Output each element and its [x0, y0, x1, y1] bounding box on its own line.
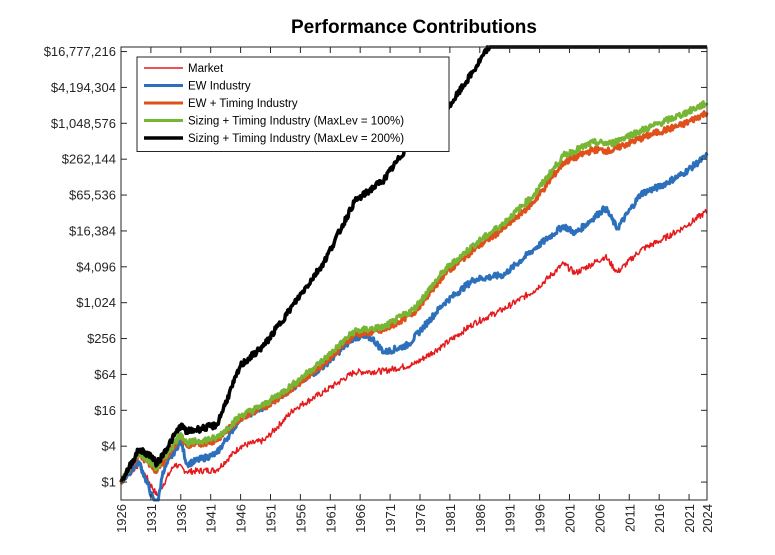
x-tick-label: 2006: [592, 504, 607, 533]
y-tick-label: $16: [94, 403, 116, 418]
x-tick-label: 1931: [144, 504, 159, 533]
legend-entry-label: Sizing + Timing Industry (MaxLev = 200%): [188, 133, 404, 145]
legend-entry-label: Sizing + Timing Industry (MaxLev = 100%): [188, 116, 404, 128]
y-tick-label: $1,024: [76, 295, 116, 310]
legend-entry-label: Market: [188, 63, 224, 75]
y-tick-label: $4: [102, 439, 116, 454]
series-line-1: [120, 208, 708, 497]
x-tick-label: 1981: [443, 504, 458, 533]
x-tick-label: 1951: [264, 504, 279, 533]
legend-box: [136, 56, 450, 152]
x-tick-label: 2021: [682, 504, 697, 533]
x-tick-label: 1986: [473, 504, 488, 533]
y-tick-label: $1,048,576: [51, 116, 116, 131]
x-tick-label: 1996: [533, 504, 548, 533]
x-tick-label: 1936: [174, 504, 189, 533]
y-tick-label: $4,096: [76, 259, 116, 274]
x-tick-label: 2024: [700, 504, 715, 533]
x-tick-label: 1966: [353, 504, 368, 533]
chart-title: Performance Contributions: [291, 17, 537, 38]
x-tick-label: 1956: [293, 504, 308, 533]
x-tick-label: 1941: [204, 504, 219, 533]
x-tick-label: 2011: [622, 504, 637, 532]
y-tick-label: $1: [102, 475, 116, 490]
legend-entry-label: EW Industry: [188, 81, 251, 93]
x-tick-label: 1976: [413, 504, 428, 533]
y-axis: $1 $4 $16 $64 $256 $1,024 $4,096 $16,384 $65,536…: [44, 44, 707, 490]
y-tick-label: $16,777,216: [44, 44, 116, 59]
x-tick-label: 1926: [114, 504, 129, 533]
series-line-4: [119, 100, 709, 484]
x-tick-label: 2001: [563, 504, 578, 533]
x-tick-label: 1971: [383, 504, 398, 533]
x-tick-label: 1946: [234, 504, 249, 533]
y-tick-label: $256: [87, 331, 116, 346]
plot-frame: [120, 46, 708, 501]
y-tick-label: $16,384: [69, 223, 116, 238]
y-tick-label: $65,536: [69, 188, 116, 203]
series-line-2: [119, 152, 709, 502]
x-tick-label: 1991: [503, 504, 518, 533]
x-axis: 1926 1931 1936 1941 1946 1951 1956 1961 1966 1971…: [114, 47, 715, 533]
legend: Market EW Industry EW + Timing Industry Siz…: [136, 56, 450, 152]
y-tick-label: $262,144: [62, 152, 116, 167]
y-tick-label: $64: [94, 367, 116, 382]
legend-entry-label: EW + Timing Industry: [188, 98, 298, 110]
x-tick-label: 2016: [652, 504, 667, 533]
x-tick-label: 1961: [323, 504, 338, 533]
series-line-3: [119, 110, 709, 485]
y-tick-label: $4,194,304: [51, 80, 116, 95]
